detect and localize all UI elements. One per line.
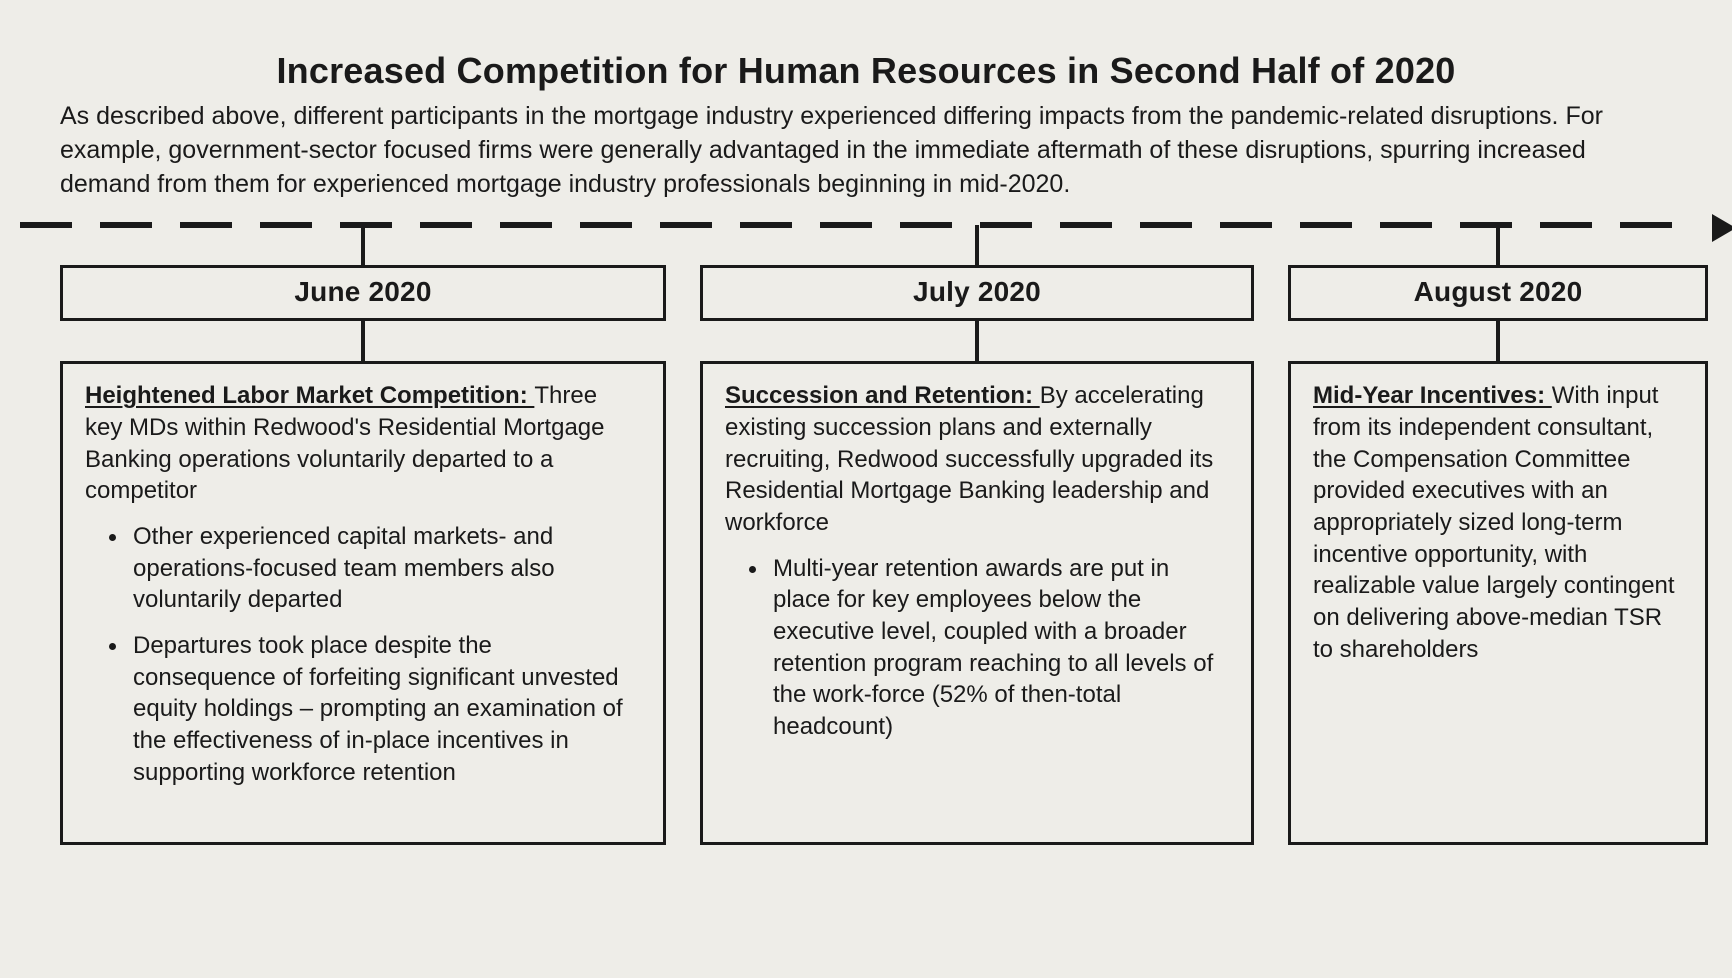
timeline-columns: June 2020 Heightened Labor Market Compet… bbox=[60, 225, 1672, 845]
month-label-june: June 2020 bbox=[60, 265, 666, 321]
card-july: Succession and Retention: By acceleratin… bbox=[700, 361, 1254, 845]
card-bullets: Other experienced capital markets- and o… bbox=[85, 521, 641, 788]
page: Increased Competition for Human Resource… bbox=[0, 0, 1732, 978]
card-heading: Mid-Year Incentives: bbox=[1313, 382, 1552, 409]
card-bullets: Multi-year retention awards are put in p… bbox=[725, 553, 1229, 743]
card-august: Mid-Year Incentives: With input from its… bbox=[1288, 361, 1708, 845]
bullet-item: Other experienced capital markets- and o… bbox=[129, 521, 641, 616]
page-title: Increased Competition for Human Resource… bbox=[60, 50, 1672, 92]
timeline-col-july: July 2020 Succession and Retention: By a… bbox=[700, 225, 1254, 845]
bullet-item: Multi-year retention awards are put in p… bbox=[769, 553, 1229, 743]
month-label-july: July 2020 bbox=[700, 265, 1254, 321]
card-lead: With input from its independent consulta… bbox=[1313, 382, 1675, 662]
tick-connector bbox=[975, 321, 979, 361]
card-june: Heightened Labor Market Competition: Thr… bbox=[60, 361, 666, 845]
tick-connector bbox=[1496, 321, 1500, 361]
tick-connector bbox=[975, 225, 979, 265]
timeline-col-june: June 2020 Heightened Labor Market Compet… bbox=[60, 225, 666, 845]
month-label-august: August 2020 bbox=[1288, 265, 1708, 321]
card-heading: Heightened Labor Market Competition: bbox=[85, 382, 534, 409]
tick-connector bbox=[361, 321, 365, 361]
timeline: June 2020 Heightened Labor Market Compet… bbox=[60, 225, 1672, 845]
intro-paragraph: As described above, different participan… bbox=[60, 100, 1672, 201]
tick-connector bbox=[361, 225, 365, 265]
card-heading: Succession and Retention: bbox=[725, 382, 1040, 409]
bullet-item: Departures took place despite the conseq… bbox=[129, 630, 641, 788]
tick-connector bbox=[1496, 225, 1500, 265]
timeline-col-august: August 2020 Mid-Year Incentives: With in… bbox=[1288, 225, 1708, 845]
arrow-right-icon bbox=[1712, 214, 1732, 242]
